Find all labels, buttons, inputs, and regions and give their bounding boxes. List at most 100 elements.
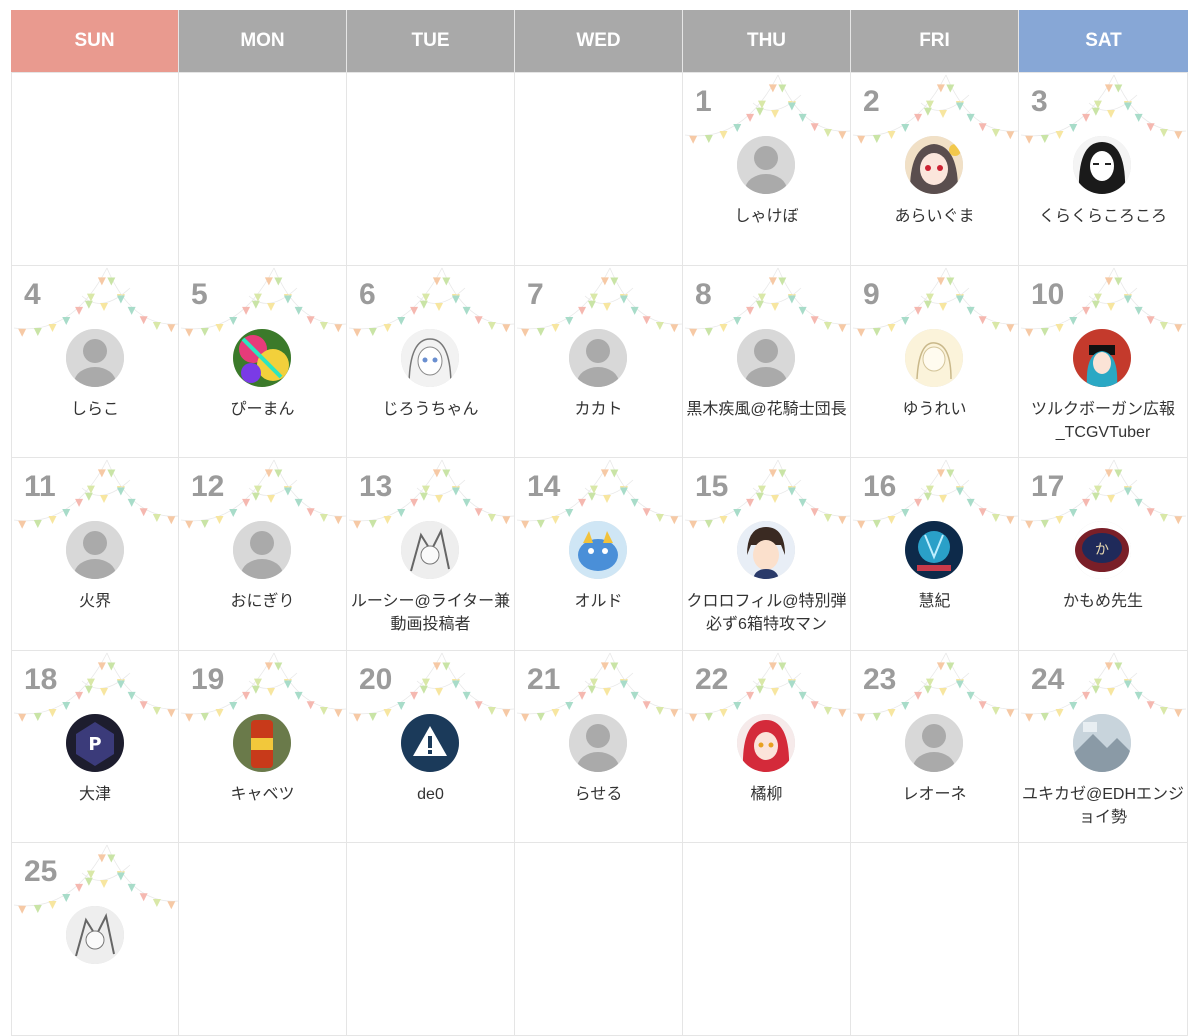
- day-number: 25: [24, 855, 58, 888]
- default-avatar[interactable]: [737, 136, 795, 194]
- calendar-grid: 1 しゃけぼ 2 あらいぐま 3 くらくらころころ 4 しらこ 5 ぴーまん 6 じろうちゃん 7 カカト…: [11, 72, 1188, 1036]
- pastel-sketch-avatar[interactable]: [905, 328, 963, 387]
- author-name-link[interactable]: オルド: [574, 593, 623, 610]
- author-name-link[interactable]: ルーシー@ライター兼動画投稿者: [350, 593, 511, 633]
- day-cell: 10 ツルクボーガン広報_TCGVTuber: [1019, 265, 1188, 458]
- bunting-decoration: [13, 267, 178, 337]
- day-cell: 21 らせる: [515, 650, 683, 843]
- day-number: 8: [695, 277, 712, 311]
- day-cell: 23 レオーネ: [851, 650, 1019, 843]
- bunting-decoration: [684, 267, 850, 337]
- drink-can-avatar[interactable]: [233, 713, 291, 772]
- day-number: 10: [1031, 277, 1065, 311]
- day-cell: 7 カカト: [515, 265, 683, 458]
- day-cell: 25: [11, 843, 179, 1036]
- sketch-character-avatar[interactable]: [401, 521, 459, 579]
- day-number: 3: [1031, 85, 1048, 118]
- author-name-link[interactable]: くらくらころころ: [1038, 208, 1167, 225]
- bunting-decoration: [1020, 267, 1186, 337]
- author-name-link[interactable]: あらいぐま: [894, 208, 975, 225]
- bunting-decoration: [516, 459, 682, 529]
- day-cell: 14 オルド: [515, 458, 683, 651]
- author-name-link[interactable]: カカト: [574, 400, 623, 418]
- bunting-decoration: [516, 267, 682, 337]
- day-cell: 8 黒木疾風@花騎士団長: [683, 265, 851, 458]
- warning-logo-avatar[interactable]: [401, 713, 459, 772]
- author-name-link[interactable]: de0: [417, 785, 444, 803]
- sketch-character-avatar[interactable]: [66, 906, 124, 964]
- badge-avatar[interactable]: か: [1073, 521, 1131, 579]
- vtuber-avatar[interactable]: [1073, 328, 1131, 387]
- bunting-decoration: [348, 267, 514, 337]
- default-avatar[interactable]: [737, 328, 795, 387]
- day-number: 16: [863, 470, 897, 503]
- day-number: 6: [359, 277, 376, 311]
- day-cell: 13 ルーシー@ライター兼動画投稿者: [347, 458, 515, 651]
- bunting-decoration: [684, 652, 850, 722]
- default-avatar[interactable]: [66, 521, 124, 579]
- weekday-sat: SAT: [1019, 10, 1188, 72]
- bunting-decoration: [180, 652, 346, 722]
- day-number: 23: [863, 662, 897, 696]
- photo-avatar[interactable]: [1073, 713, 1131, 772]
- author-name-link[interactable]: レオーネ: [902, 785, 967, 803]
- default-avatar[interactable]: [569, 713, 627, 772]
- bunting-decoration: [1020, 652, 1186, 722]
- author-name-link[interactable]: おにぎり: [230, 593, 295, 610]
- default-avatar[interactable]: [905, 713, 963, 772]
- day-cell: 4 しらこ: [11, 265, 179, 458]
- author-name-link[interactable]: クロロフィル@特別弾必ず6箱特攻マン: [686, 593, 847, 633]
- author-name-link[interactable]: 慧紀: [918, 593, 951, 610]
- author-name-link[interactable]: かもめ先生: [1062, 593, 1143, 610]
- bunting-decoration: [180, 267, 346, 337]
- day-number: 2: [863, 85, 880, 118]
- day-cell: 18 P 大津: [11, 650, 179, 843]
- empty-day-cell: [347, 73, 515, 266]
- bunting-decoration: [13, 844, 178, 914]
- author-name-link[interactable]: 火界: [78, 593, 111, 610]
- blue-art-avatar[interactable]: [905, 521, 963, 579]
- day-number: 22: [695, 662, 729, 696]
- bunting-decoration: [684, 74, 850, 144]
- sketch-girl-avatar[interactable]: [401, 328, 459, 387]
- author-name-link[interactable]: しゃけぼ: [734, 208, 799, 225]
- author-name-link[interactable]: 橘柳: [750, 785, 783, 803]
- default-avatar[interactable]: [569, 328, 627, 387]
- author-name-link[interactable]: らせる: [574, 785, 623, 803]
- author-name-link[interactable]: 大津: [78, 785, 111, 803]
- advent-calendar: SUN MON TUE WED THU FRI SAT 1 しゃけぼ 2 あらいぐま 3 くらくらころ…: [11, 10, 1188, 1036]
- author-name-link[interactable]: ぴーまん: [230, 400, 295, 418]
- p-logo-avatar[interactable]: P: [66, 713, 124, 772]
- author-name-link[interactable]: キャベツ: [230, 785, 295, 803]
- red-hair-avatar[interactable]: [737, 713, 795, 772]
- author-name-link[interactable]: 黒木疾風@花騎士団長: [686, 400, 847, 418]
- bunting-decoration: [852, 74, 1018, 144]
- day-number: 18: [24, 662, 58, 696]
- default-avatar[interactable]: [66, 328, 124, 387]
- weekday-fri: FRI: [851, 10, 1019, 72]
- colorful-avatar[interactable]: [233, 328, 291, 387]
- empty-day-cell: [515, 843, 683, 1036]
- weekday-mon: MON: [179, 10, 347, 72]
- author-name-link[interactable]: じろうちゃん: [382, 400, 479, 418]
- empty-day-cell: [851, 843, 1019, 1036]
- author-name-link[interactable]: ゆうれい: [902, 400, 967, 418]
- author-name-link[interactable]: ツルクボーガン広報_TCGVTuber: [1030, 400, 1175, 441]
- day-number: 12: [191, 470, 225, 503]
- default-avatar[interactable]: [233, 521, 291, 579]
- manga-girl-avatar[interactable]: [1073, 136, 1131, 194]
- blue-creature-avatar[interactable]: [569, 521, 627, 579]
- anime-boy-avatar[interactable]: [737, 521, 795, 579]
- weekday-header: SUN MON TUE WED THU FRI SAT: [11, 10, 1188, 72]
- day-number: 13: [359, 470, 393, 503]
- author-name-link[interactable]: ユキカゼ@EDHエンジョイ勢: [1021, 785, 1185, 826]
- weekday-wed: WED: [515, 10, 683, 72]
- anime-girl-avatar[interactable]: [905, 136, 963, 194]
- day-cell: 2 あらいぐま: [851, 73, 1019, 266]
- author-name-link[interactable]: しらこ: [70, 400, 119, 418]
- day-number: 4: [24, 277, 41, 311]
- empty-day-cell: [515, 73, 683, 266]
- bunting-decoration: [180, 459, 346, 529]
- weekday-tue: TUE: [347, 10, 515, 72]
- day-cell: 16 慧紀: [851, 458, 1019, 651]
